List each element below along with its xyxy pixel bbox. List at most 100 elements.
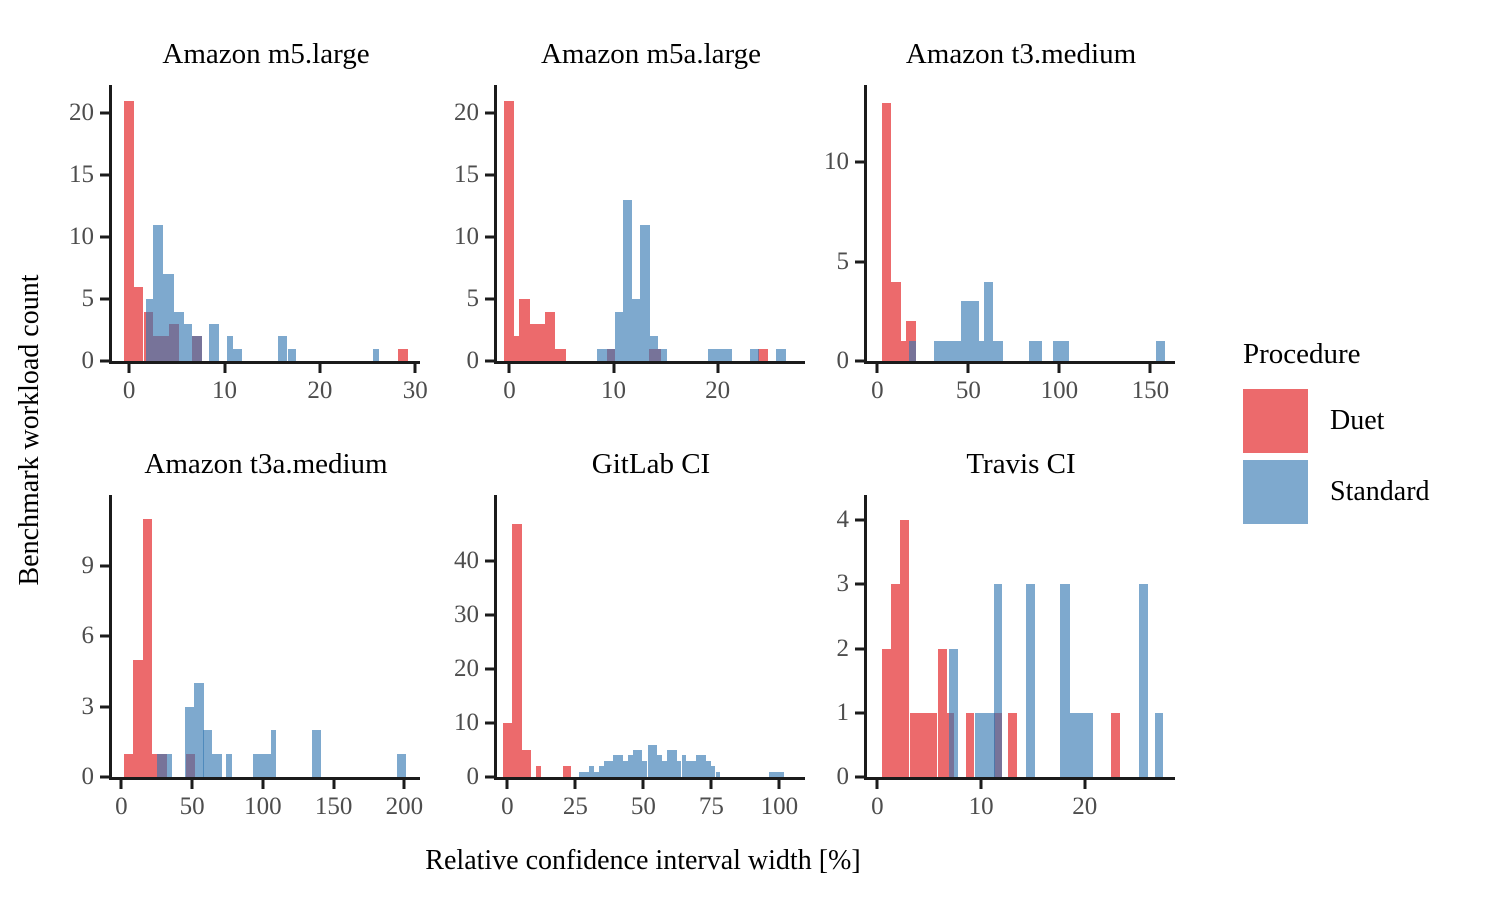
- facet-title: Amazon m5.large: [162, 38, 370, 70]
- standard-histogram-bar: [226, 753, 232, 777]
- y-axis-tick-label: 20: [454, 655, 479, 683]
- duet-histogram-bar: [529, 323, 545, 361]
- standard-histogram-bar: [183, 323, 193, 361]
- x-axis-tick-label: 10: [968, 793, 994, 820]
- standard-histogram-bar: [1059, 584, 1071, 777]
- standard-histogram-bar: [960, 301, 980, 361]
- x-axis-tick: [716, 364, 720, 373]
- standard-histogram-bar: [650, 336, 659, 361]
- x-axis-tick: [318, 364, 322, 373]
- standard-histogram-bar: [153, 224, 163, 361]
- standard-histogram-bar: [166, 753, 173, 777]
- x-axis-tick-label: 25: [562, 793, 588, 820]
- standard-histogram-bar: [203, 730, 213, 777]
- duet-histogram-bar: [512, 523, 522, 777]
- duet-histogram-bar: [521, 750, 531, 777]
- standard-histogram-bar: [768, 771, 784, 777]
- standard-histogram-bar: [209, 323, 219, 361]
- standard-histogram-bar: [1029, 341, 1043, 361]
- standard-histogram-bar: [993, 341, 1003, 361]
- x-axis-tick: [641, 780, 645, 789]
- plot-area: [494, 495, 805, 780]
- legend-item-duet: Duet: [1243, 389, 1430, 453]
- legend: Procedure Duet Standard: [1243, 338, 1430, 531]
- duet-histogram-bar: [881, 648, 891, 777]
- standard-histogram-bar: [933, 341, 961, 361]
- y-axis-tick: [855, 160, 864, 164]
- x-axis-tick: [261, 780, 265, 789]
- y-axis-tick: [100, 775, 109, 779]
- y-axis-tick-label: 4: [836, 506, 850, 534]
- duet-histogram-bar: [918, 712, 929, 777]
- y-axis-label: Benchmark workload count: [14, 274, 45, 586]
- standard-histogram-bar: [157, 753, 167, 777]
- x-axis-tick-label: 20: [307, 377, 333, 404]
- duet-histogram-bar: [133, 286, 144, 361]
- standard-histogram-bar: [661, 760, 667, 777]
- y-axis-tick-label: 20: [454, 99, 479, 127]
- y-axis-tick: [100, 235, 109, 239]
- standard-histogram-bar: [948, 648, 959, 777]
- duet-histogram-bar: [563, 766, 571, 777]
- y-axis-tick: [855, 359, 864, 363]
- x-axis-tick-label: 100: [244, 793, 282, 820]
- x-axis-tick-label: 200: [385, 793, 424, 820]
- duet-histogram-bar: [1110, 712, 1120, 777]
- x-axis-tick-label: 150: [314, 793, 353, 820]
- y-axis-tick: [855, 582, 864, 586]
- y-axis-tick-label: 0: [836, 347, 850, 374]
- duet-histogram-bar: [124, 101, 134, 361]
- legend-swatch-duet: [1243, 389, 1308, 453]
- duet-histogram-bar: [928, 712, 938, 777]
- y-axis-tick-label: 9: [81, 551, 95, 579]
- y-axis-tick: [100, 173, 109, 177]
- y-axis-tick-label: 1: [836, 698, 850, 726]
- x-axis-tick-label: 20: [705, 377, 731, 404]
- standard-histogram-bar: [162, 274, 174, 361]
- duet-histogram-bar: [519, 299, 530, 361]
- y-axis-tick: [855, 260, 864, 264]
- standard-histogram-bar: [715, 771, 721, 777]
- y-axis-tick-label: 30: [454, 601, 479, 629]
- y-axis-tick: [100, 111, 109, 115]
- x-axis-tick-label: 0: [503, 377, 516, 404]
- standard-histogram-bar: [666, 750, 677, 777]
- facet-title: Travis CI: [966, 448, 1076, 480]
- standard-histogram-bar: [1025, 584, 1035, 777]
- y-axis-tick: [485, 775, 494, 779]
- standard-histogram-bar: [696, 755, 706, 777]
- duet-histogram-bar: [133, 659, 143, 777]
- standard-histogram-bar: [676, 760, 682, 777]
- standard-histogram-bar: [710, 766, 716, 777]
- x-axis-tick: [190, 780, 194, 789]
- x-axis-tick-label: 0: [501, 793, 514, 820]
- x-axis-tick-label: 100: [760, 793, 799, 820]
- y-axis-tick-label: 20: [69, 99, 94, 127]
- standard-histogram-bar: [993, 584, 1002, 777]
- legend-title: Procedure: [1243, 338, 1361, 370]
- x-axis-tick-label: 75: [698, 793, 724, 820]
- duet-histogram-bar: [758, 348, 768, 361]
- x-axis-tick-label: 100: [1040, 377, 1079, 404]
- x-axis-tick-label: 10: [212, 377, 238, 404]
- y-axis-tick: [485, 721, 494, 725]
- standard-histogram-bar: [632, 750, 643, 777]
- x-axis-tick: [979, 780, 983, 789]
- standard-histogram-bar: [909, 341, 916, 361]
- standard-histogram-bar: [227, 336, 234, 361]
- standard-histogram-bar: [658, 348, 667, 361]
- standard-histogram-bar: [579, 771, 589, 777]
- y-axis-tick: [485, 111, 494, 115]
- legend-swatch-standard: [1243, 460, 1308, 524]
- facet-title: GitLab CI: [591, 448, 711, 480]
- standard-histogram-bar: [277, 336, 288, 361]
- x-axis-tick: [1057, 364, 1061, 373]
- x-axis-tick: [402, 780, 406, 789]
- standard-histogram-bar: [311, 730, 321, 777]
- y-axis-tick: [485, 667, 494, 671]
- y-axis-tick-label: 5: [466, 285, 480, 313]
- duet-histogram-bar: [965, 712, 974, 777]
- standard-histogram-bar: [1138, 584, 1148, 777]
- standard-histogram-bar: [623, 760, 628, 777]
